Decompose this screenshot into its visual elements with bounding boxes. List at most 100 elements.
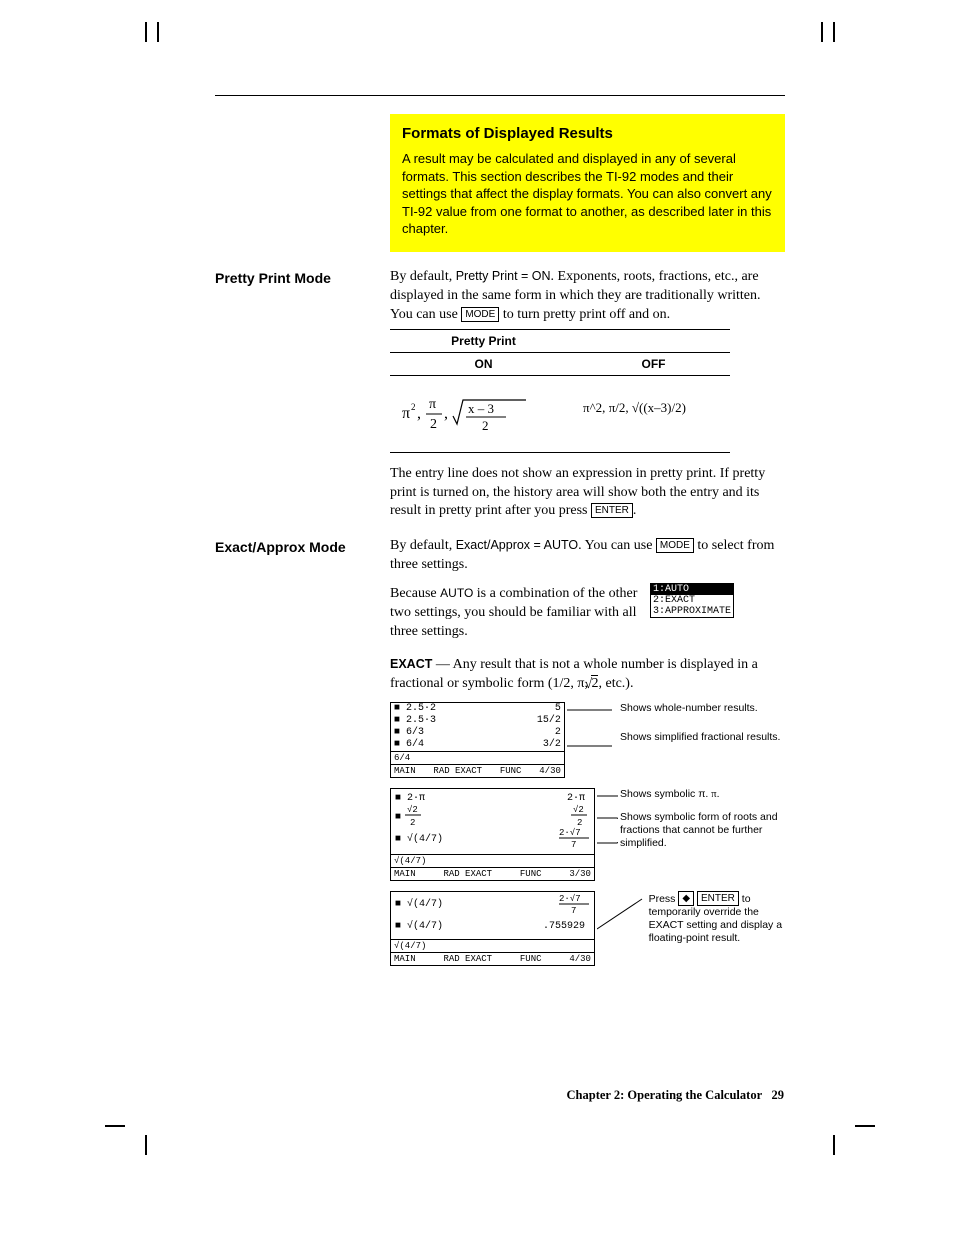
text: The entry line does not show an expressi… (390, 466, 765, 519)
callout: Shows symbolic form of roots and fractio… (620, 811, 785, 850)
calc-result: 2 (555, 727, 561, 739)
svg-text:,: , (444, 405, 448, 422)
side-head-exact: Exact/Approx Mode (215, 539, 375, 555)
svg-text:■ √(4/7): ■ √(4/7) (395, 897, 443, 910)
diamond-key: ◆ (678, 891, 694, 906)
footer-page: 29 (772, 1088, 785, 1102)
calc-entry-line: √(4/7) (391, 854, 594, 867)
crop-mark (145, 1135, 147, 1155)
calc-screen-3: ■ √(4/7) 2·√7 7 ■ √(4/7) .755929 √(4/7) … (390, 891, 595, 966)
status: MAIN (394, 765, 416, 777)
intro-box: Formats of Displayed Results A result ma… (390, 114, 785, 252)
calc-screen-2: ■ 2·π 2·π ■ √2 2 √2 2 ■ √(4/7) 2·√7 7 √(… (390, 788, 595, 881)
crop-mark (821, 22, 823, 42)
page-footer: Chapter 2: Operating the Calculator 29 (567, 1088, 784, 1103)
status: RAD EXACT (433, 765, 482, 777)
exact-p2: Because AUTO is a combination of the oth… (390, 585, 640, 642)
calc-entry: ■ 2.5·3 (394, 715, 436, 727)
text: Because (390, 586, 440, 601)
calc-result: 5 (555, 703, 561, 715)
text: . (633, 503, 637, 518)
status: 4/30 (569, 953, 591, 965)
calc-result: 3/2 (543, 739, 561, 751)
svg-text:2: 2 (411, 402, 416, 412)
mode-key: MODE (461, 307, 499, 322)
status: FUNC (520, 953, 542, 965)
menu-item: 2:EXACT (651, 595, 733, 606)
crop-mark (855, 1125, 875, 1127)
pretty-on-math: π 2 , π 2 , x – 3 2 (390, 386, 577, 438)
svg-text:2·√7: 2·√7 (559, 893, 581, 904)
svg-text:■ √(4/7): ■ √(4/7) (395, 919, 443, 932)
svg-text:2·√7: 2·√7 (559, 827, 581, 838)
footer-chapter: Chapter 2: Operating the Calculator (567, 1088, 763, 1102)
crop-mark (833, 1135, 835, 1155)
text-bold: Exact/Approx = AUTO (456, 538, 578, 552)
col-on: ON (390, 353, 577, 375)
text-bold: AUTO (440, 586, 473, 600)
pretty-p2: The entry line does not show an expressi… (390, 465, 785, 522)
mode-key: MODE (656, 538, 694, 553)
status: FUNC (500, 765, 522, 777)
calc-entry: ■ 2.5·2 (394, 703, 436, 715)
status: RAD EXACT (443, 953, 492, 965)
svg-text:π: π (429, 397, 436, 412)
calc-screen-1: ■ 2.5·2 5 ■ 2.5·3 15/2 ■ 6/3 2 ■ 6/4 3/2 6/4… (390, 702, 565, 778)
enter-key: ENTER (591, 503, 633, 518)
menu-selected: 1:AUTO (651, 584, 733, 595)
text: By default, (390, 538, 456, 553)
callout: Shows symbolic π. π. (620, 788, 785, 801)
status: 4/30 (539, 765, 561, 777)
svg-text:x – 3: x – 3 (468, 401, 494, 416)
status: MAIN (394, 953, 416, 965)
text: , etc.). (598, 676, 633, 691)
status: FUNC (520, 868, 542, 880)
calc-entry: ■ 6/3 (394, 727, 424, 739)
text-bold: Pretty Print = ON (456, 269, 551, 283)
svg-text:π: π (402, 405, 410, 422)
svg-text:7: 7 (571, 840, 576, 849)
text: Shows symbolic π. (620, 788, 708, 800)
callout: Shows whole-number results. (620, 702, 785, 715)
svg-text:2·π: 2·π (567, 793, 585, 804)
crop-mark (105, 1125, 125, 1127)
status: MAIN (394, 868, 416, 880)
crop-mark (157, 22, 159, 42)
callout: Shows simplified fractional results. (620, 731, 785, 744)
calc-entry-line: √(4/7) (391, 939, 594, 952)
crop-mark (145, 22, 147, 42)
mode-menu: 1:AUTO 2:EXACT 3:APPROXIMATE (650, 583, 734, 618)
svg-text:2: 2 (482, 418, 489, 433)
calc-entry-line: 6/4 (391, 751, 564, 764)
table-title: Pretty Print (390, 330, 577, 352)
text: Press (649, 893, 679, 905)
text-bold: EXACT (390, 657, 432, 671)
text: By default, (390, 269, 456, 284)
menu-item: 3:APPROXIMATE (651, 606, 733, 617)
crop-mark (833, 22, 835, 42)
svg-text:■ 2·π: ■ 2·π (395, 793, 425, 804)
page-content: Formats of Displayed Results A result ma… (215, 95, 785, 976)
svg-text:√2: √2 (573, 804, 584, 815)
text: to turn pretty print off and on. (499, 307, 670, 322)
svg-text:,: , (417, 405, 421, 422)
pretty-p1: By default, Pretty Print = ON. Exponents… (390, 268, 785, 325)
status: 3/30 (569, 868, 591, 880)
svg-text:7: 7 (571, 906, 576, 916)
svg-text:■: ■ (395, 812, 401, 823)
enter-key: ENTER (697, 891, 739, 906)
pretty-off-math: π^2, π/2, √((x–3)/2) (577, 386, 730, 438)
side-head-pretty: Pretty Print Mode (215, 270, 375, 286)
calc-entry: ■ 6/4 (394, 739, 424, 751)
svg-text:2: 2 (430, 417, 437, 432)
exact-p1: By default, Exact/Approx = AUTO. You can… (390, 537, 785, 575)
svg-text:2: 2 (577, 818, 582, 828)
col-off: OFF (577, 353, 730, 375)
svg-text:■ √(4/7): ■ √(4/7) (395, 832, 443, 845)
intro-body: A result may be calculated and displayed… (402, 150, 773, 238)
top-rule (215, 95, 785, 96)
exact-p3: EXACT — Any result that is not a whole n… (390, 656, 785, 694)
text: . You can use (578, 538, 656, 553)
intro-title: Formats of Displayed Results (402, 124, 773, 144)
calc-result: 15/2 (537, 715, 561, 727)
